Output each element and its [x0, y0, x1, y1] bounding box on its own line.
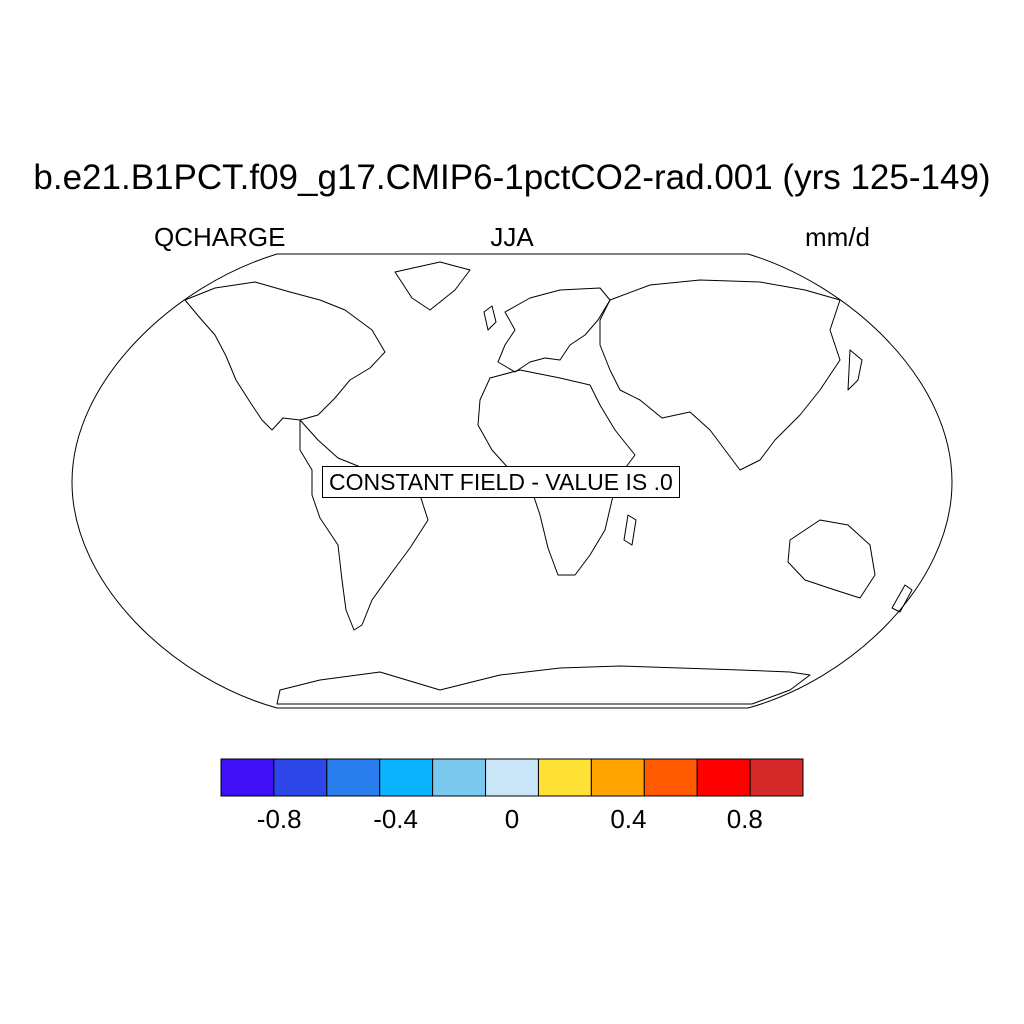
plot-title: b.e21.B1PCT.f09_g17.CMIP6-1pctCO2-rad.00… [33, 158, 991, 197]
new-zealand-coastline [891, 584, 913, 613]
africa-coastline [477, 369, 636, 576]
colorbar-swatch [749, 758, 804, 797]
colorbar-swatch [326, 758, 381, 797]
greenland-coastline [394, 261, 471, 311]
colorbar-swatch [537, 758, 592, 797]
season-label: JJA [490, 222, 534, 252]
colorbar-tick-label: -0.8 [257, 804, 302, 834]
japan-coastline [847, 349, 863, 391]
colorbar-tick-label: 0.4 [610, 804, 646, 834]
colorbar-swatch [696, 758, 751, 797]
colorbar-tick-label: -0.4 [373, 804, 418, 834]
colorbar-swatch [485, 758, 539, 797]
map-boundary [71, 253, 953, 709]
colorbar-tick-label: 0 [505, 804, 519, 834]
colorbar-swatch [590, 758, 645, 797]
colorbar-tick-label: 0.8 [727, 804, 763, 834]
colorbar-swatch [220, 758, 275, 797]
units-label: mm/d [805, 222, 870, 252]
north-america-coastline [184, 281, 386, 431]
madagascar-coastline [623, 514, 637, 546]
variable-label: QCHARGE [154, 222, 286, 252]
constant-field-message: CONSTANT FIELD - VALUE IS .0 [322, 466, 680, 498]
colorbar-swatch [643, 758, 698, 797]
colorbar-swatch [273, 758, 328, 797]
australia-coastline [787, 519, 876, 599]
europe-coastline [497, 287, 611, 373]
colorbar-swatch [432, 758, 487, 797]
colorbar-swatch [379, 758, 434, 797]
antarctica-coastline [276, 665, 811, 705]
uk-coastline [483, 305, 497, 331]
asia-coastline [599, 279, 841, 471]
